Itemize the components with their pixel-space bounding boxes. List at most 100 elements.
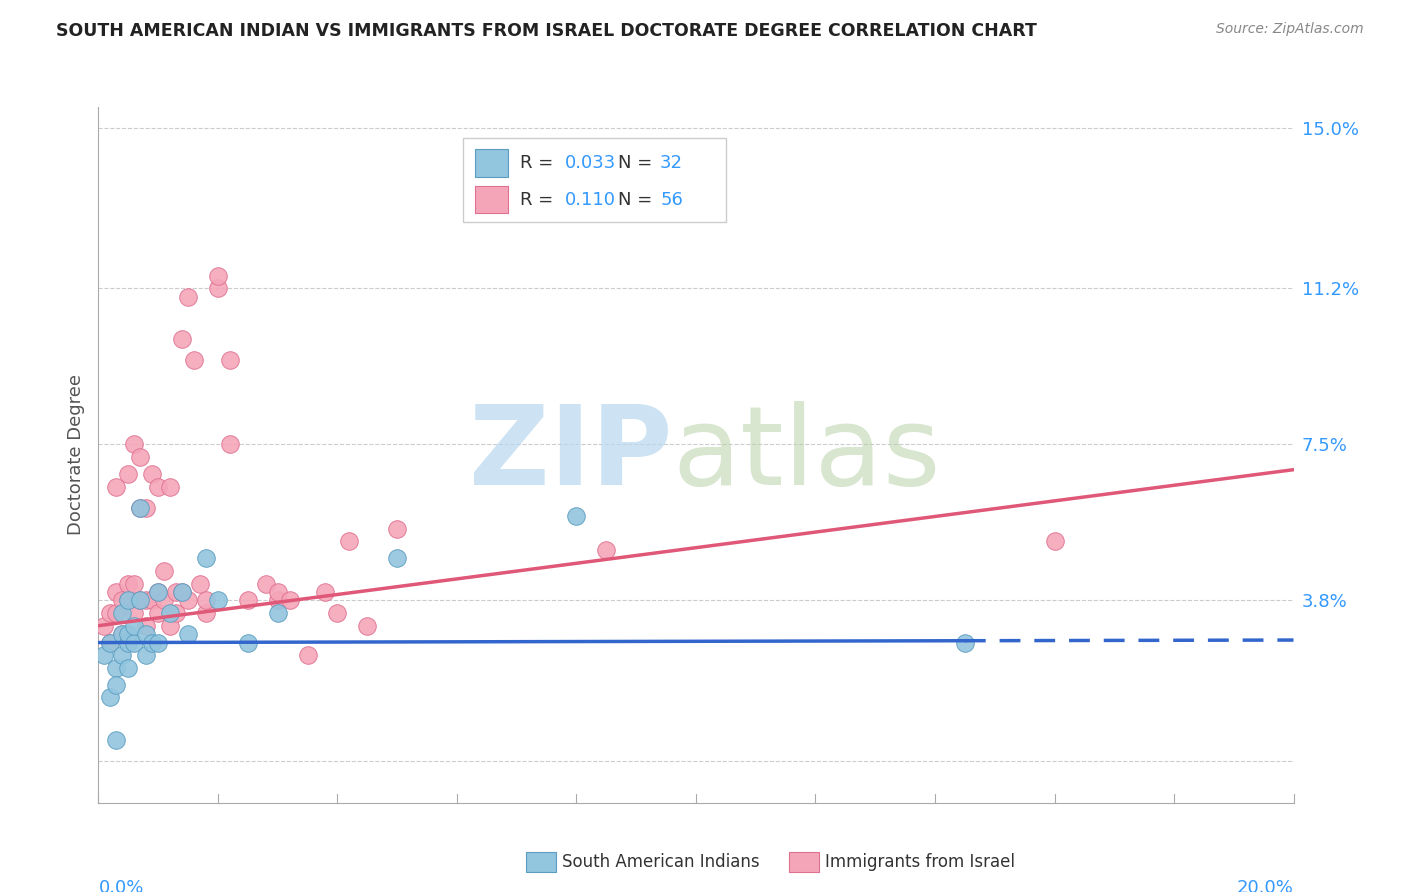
Point [195,606,218,620]
Point [219,353,242,368]
Point [153,564,176,578]
Point [195,593,218,607]
Point [267,606,290,620]
Point [141,635,163,649]
Point [236,593,259,607]
Point [267,585,290,599]
Y-axis label: Doctorate Degree: Doctorate Degree [66,375,84,535]
Point [595,542,617,557]
Text: R =: R = [520,153,560,171]
Point [148,585,170,599]
Point [129,593,152,607]
Point [183,353,205,368]
Point [93,648,115,663]
Point [124,618,146,632]
Point [177,290,200,304]
Text: atlas: atlas [672,401,941,508]
Point [267,593,290,607]
Point [135,500,157,515]
Point [135,648,157,663]
Point [356,618,378,632]
Point [105,606,128,620]
Point [111,593,134,607]
Point [105,678,128,692]
Text: 56: 56 [661,191,683,209]
Point [129,593,152,607]
Point [195,551,218,566]
Text: R =: R = [520,191,560,209]
Point [135,593,157,607]
Text: South American Indians: South American Indians [562,853,759,871]
FancyBboxPatch shape [475,149,509,177]
Text: SOUTH AMERICAN INDIAN VS IMMIGRANTS FROM ISRAEL DOCTORATE DEGREE CORRELATION CHA: SOUTH AMERICAN INDIAN VS IMMIGRANTS FROM… [56,22,1038,40]
Point [105,585,128,599]
Point [153,593,176,607]
Point [117,635,139,649]
Point [105,661,128,675]
Point [117,467,139,481]
Point [141,467,163,481]
Point [172,585,194,599]
Point [172,585,194,599]
Point [100,635,122,649]
Point [1043,534,1066,549]
Point [117,576,139,591]
FancyBboxPatch shape [526,852,557,872]
Point [165,585,187,599]
Text: 0.0%: 0.0% [98,879,143,892]
Point [254,576,277,591]
Point [219,437,242,451]
Point [117,593,139,607]
Point [148,479,170,493]
Text: 0.110: 0.110 [565,191,616,209]
Point [165,606,187,620]
Point [159,606,181,620]
Point [105,479,128,493]
Text: Source: ZipAtlas.com: Source: ZipAtlas.com [1216,22,1364,37]
FancyBboxPatch shape [463,138,725,222]
Point [117,661,139,675]
Point [129,450,152,464]
Point [129,500,152,515]
Point [111,648,134,663]
Point [207,268,229,283]
Point [124,437,146,451]
Text: ZIP: ZIP [468,401,672,508]
Text: 32: 32 [661,153,683,171]
Point [124,635,146,649]
Point [148,585,170,599]
Point [385,522,409,536]
Point [148,635,170,649]
Text: N =: N = [619,153,658,171]
Point [124,606,146,620]
Point [100,635,122,649]
Point [177,593,200,607]
Point [135,618,157,632]
Point [207,281,229,295]
Point [117,627,139,641]
Point [297,648,319,663]
Point [105,732,128,747]
Point [159,479,181,493]
Point [135,627,157,641]
Point [953,635,976,649]
Point [100,690,122,705]
Point [207,593,229,607]
Point [236,635,259,649]
Point [385,551,409,566]
Point [141,593,163,607]
Point [124,576,146,591]
Text: 0.033: 0.033 [565,153,616,171]
Text: Immigrants from Israel: Immigrants from Israel [825,853,1015,871]
Point [188,576,211,591]
Text: N =: N = [619,191,658,209]
Point [148,606,170,620]
Point [339,534,360,549]
Point [159,618,181,632]
FancyBboxPatch shape [789,852,820,872]
Point [111,627,134,641]
Point [117,593,139,607]
Point [111,627,134,641]
Point [93,618,115,632]
Point [278,593,301,607]
